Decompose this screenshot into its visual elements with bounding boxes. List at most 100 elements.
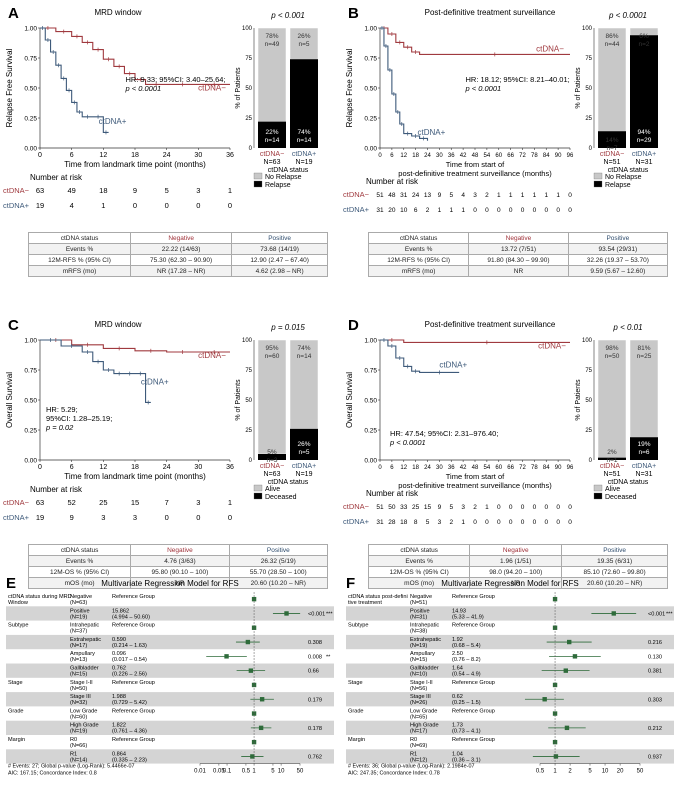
legend-label: Deceased	[605, 494, 637, 501]
table-cell: 93.54 (29/31)	[567, 243, 669, 255]
panel-title: Post-definitive treatment surveillance	[425, 8, 556, 17]
forest-p-value: 0.008	[308, 654, 322, 660]
x-axis-label-line2: post-definitive treatment surveillance (…	[398, 481, 552, 490]
bar-top-n: n=60	[265, 353, 280, 360]
panel-title: MRD window	[94, 320, 141, 329]
legend-label: Deceased	[265, 494, 297, 501]
risk-value: 51	[376, 192, 384, 199]
bar-segment-top	[597, 339, 627, 458]
bar-y-label: % of Patients	[235, 379, 242, 421]
forest-x-tick-label: 1	[252, 769, 256, 775]
y-tick-label: 1.00	[364, 26, 377, 33]
x-tick-label: 78	[531, 153, 538, 159]
legend-swatch	[593, 492, 603, 500]
bar-y-tick-label: 100	[582, 26, 593, 32]
forest-variable: ctDNA status during MRD	[8, 594, 72, 600]
forest-estimate: Reference Group	[112, 680, 155, 686]
bar-segment-bottom	[258, 121, 286, 148]
forest-n: (N=13)	[70, 657, 87, 663]
panel-title: MRD window	[94, 8, 141, 17]
bar-y-tick-label: 0	[589, 146, 593, 152]
risk-value: 0	[228, 201, 232, 210]
table-row: 12M-OS % (95% CI) 98.0 (94.20 – 100) 85.10…	[367, 566, 668, 578]
x-tick-label: 6	[390, 153, 394, 159]
forest-n: (N=19)	[70, 729, 87, 735]
forest-p-value: 0.308	[308, 640, 322, 646]
forest-point	[284, 611, 289, 616]
risk-row-label: ctDNA+	[3, 513, 30, 522]
bar-y-tick-label: 50	[245, 86, 252, 92]
panel-letter: F	[346, 575, 355, 592]
forest-ci: (0.25 – 1.5)	[452, 700, 481, 706]
forest-ci: (4.994 – 50.60)	[112, 614, 150, 620]
x-tick-label: 96	[567, 153, 574, 159]
risk-value: 0	[544, 504, 548, 511]
forest-n: (N=56)	[410, 686, 427, 692]
risk-value: 0	[509, 207, 513, 214]
forest-x-tick-label: 20	[617, 769, 624, 775]
forest-level: Ampullary	[410, 651, 435, 657]
forest-n: (N=65)	[410, 714, 427, 720]
table-row: mRFS (mo) NR 9.59 (5.67 – 12.60)	[367, 265, 669, 277]
risk-value: 5	[165, 186, 169, 195]
table-row: Events % 13.72 (7/51) 93.54 (29/31)	[367, 243, 669, 255]
x-axis-label: Time from landmark time point (months)	[64, 160, 206, 169]
hr-text: p < 0.0001	[465, 84, 502, 93]
table-cell: NR (17.28 – NR)	[130, 265, 233, 277]
x-tick-label: 72	[519, 465, 526, 471]
bar-bottom-pct: 22%	[265, 129, 278, 136]
table-row: mOS (mo) NR 20.60 (10.20 – NR)	[27, 577, 329, 589]
table-cell: 20.60 (10.20 – NR)	[228, 577, 329, 589]
forest-level: Extrahepatic	[410, 637, 441, 643]
risk-value: 1	[521, 192, 525, 199]
forest-level: Low Grade	[70, 708, 97, 714]
y-tick-label: 0.75	[364, 56, 377, 63]
bar-x-label: ctDNA status	[608, 479, 649, 486]
legend-swatch	[593, 180, 603, 188]
forest-variable: Subtype	[8, 623, 29, 629]
x-tick-label: 42	[460, 465, 467, 471]
table-row: Events % 22.22 (14/63) 73.68 (14/19)	[27, 243, 328, 255]
km-curve-positive	[380, 27, 429, 141]
forest-point	[552, 682, 558, 688]
table-header-cell: ctDNA status	[367, 544, 471, 556]
forest-n: (N=60)	[70, 714, 87, 720]
forest-variable: Subtype	[348, 623, 369, 629]
forest-estimate: Reference Group	[452, 623, 495, 629]
panel-title: Post-definitive treatment surveillance	[425, 320, 556, 329]
forest-x-tick-label: 50	[637, 769, 644, 775]
table-header-row: ctDNA status Negative Positive	[367, 232, 669, 244]
x-tick-label: 66	[507, 153, 514, 159]
risk-value: 7	[165, 498, 169, 507]
forest-level: Stage III	[70, 694, 91, 700]
forest-title: Multivariate Regression Model for RFS	[101, 579, 238, 588]
risk-value: 31	[376, 519, 384, 526]
forest-point	[245, 639, 251, 645]
x-tick-label: 12	[400, 465, 407, 471]
risk-row-label: ctDNA+	[3, 201, 30, 210]
risk-value: 18	[99, 186, 107, 195]
risk-value: 0	[568, 504, 572, 511]
forest-estimate: 0.864	[112, 751, 126, 757]
forest-n: (N=10)	[410, 672, 427, 678]
risk-value: 63	[36, 498, 44, 507]
forest-row-band	[346, 606, 674, 621]
risk-value: 0	[556, 519, 560, 526]
curve-label-positive: ctDNA+	[99, 117, 127, 126]
x-tick-label: 54	[484, 153, 491, 159]
x-tick-label: 30	[194, 464, 202, 471]
bar-group-n: N=31	[636, 159, 653, 166]
legend-label: Relapse	[265, 182, 291, 189]
forest-estimate: 1.92	[452, 637, 463, 643]
forest-n: (N=17)	[410, 729, 427, 735]
risk-value: 0	[485, 519, 489, 526]
risk-value: 0	[497, 207, 501, 214]
table-cell: NR	[468, 265, 569, 277]
risk-value: 50	[388, 504, 396, 511]
forest-p-value: <0.001	[648, 611, 665, 617]
legend-label: No Relapse	[265, 174, 302, 181]
x-tick-label: 36	[226, 152, 234, 159]
bar-bottom-pct: 2%	[607, 449, 617, 456]
x-tick-label: 18	[412, 153, 419, 159]
curve-label-positive: ctDNA+	[141, 377, 169, 386]
